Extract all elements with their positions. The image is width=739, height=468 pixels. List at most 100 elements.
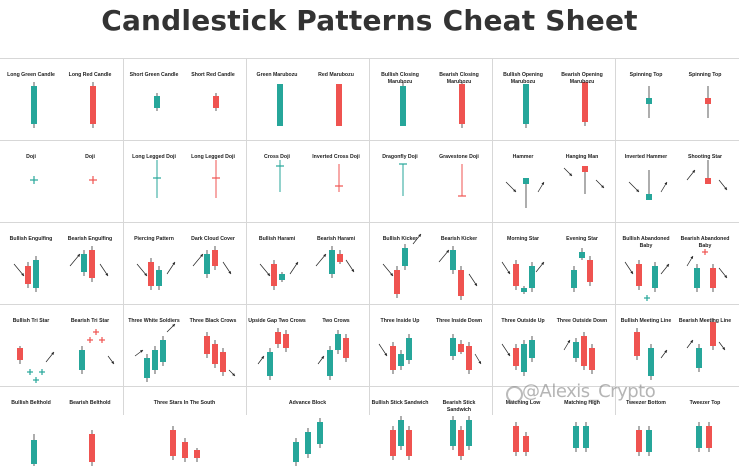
trend-arrow-icon <box>134 349 144 357</box>
bearish-doji <box>212 160 220 198</box>
bearish-candle <box>271 260 277 290</box>
bearish-candle <box>170 426 176 460</box>
pattern-illustration <box>153 160 220 198</box>
pattern-label: Red Marubozu <box>318 72 354 78</box>
bearish-candle <box>466 342 472 374</box>
pattern-label: Bullish Belthold <box>11 400 51 406</box>
bullish-candle <box>529 262 535 292</box>
trend-arrow-icon <box>474 353 482 365</box>
pattern-illustration <box>399 163 466 197</box>
bullish-candle <box>398 416 404 450</box>
bullish-doji <box>644 295 650 301</box>
pattern-illustration <box>31 82 96 128</box>
bearish-candle <box>513 260 519 290</box>
bearish-candle <box>513 344 519 370</box>
pattern-illustration <box>13 246 109 292</box>
bullish-candle <box>329 246 335 278</box>
bearish-candle <box>336 84 342 126</box>
pattern-cell: Three Outside Up Three Outside Down <box>492 304 615 386</box>
bullish-doji <box>399 163 407 196</box>
trend-arrow-icon <box>192 253 204 267</box>
bearish-candle <box>582 82 588 126</box>
bullish-candle <box>521 286 527 294</box>
bearish-doji <box>87 337 93 343</box>
grid-divider <box>369 58 370 415</box>
pattern-cell: Bullish Tri Star Bearish Tri Star <box>0 304 123 386</box>
pattern-cell: Piercing Pattern Dark Cloud Cover <box>123 222 246 304</box>
bullish-candle <box>406 334 412 364</box>
pattern-label: Dark Cloud Cover <box>191 236 235 242</box>
pattern-cell: Advance Block <box>246 386 369 468</box>
bullish-doji <box>33 377 39 383</box>
bullish-doji <box>30 176 38 184</box>
trend-arrow-icon <box>563 167 573 177</box>
bullish-candle <box>335 330 341 354</box>
pattern-label: Short Green Candle <box>129 72 179 78</box>
trend-arrow-icon <box>660 263 670 275</box>
bearish-candle <box>458 426 464 460</box>
bullish-candle <box>31 82 37 128</box>
pattern-illustration <box>257 328 349 380</box>
grid-divider <box>123 58 124 415</box>
trend-arrow-icon <box>628 181 640 193</box>
pattern-label: Cross Doji <box>264 154 290 160</box>
bearish-doji <box>702 249 708 255</box>
pattern-cell: Spinning Top Spinning Top <box>615 58 738 140</box>
bullish-candle <box>521 340 527 376</box>
pattern-label: Bullish Kicker <box>382 236 418 242</box>
bullish-candle <box>583 422 589 452</box>
grid-divider <box>0 58 739 59</box>
bullish-candle <box>277 84 283 126</box>
pattern-label: Tweezer Bottom <box>626 400 666 406</box>
bullish-candle <box>204 250 210 278</box>
bullish-candle <box>648 344 654 380</box>
bullish-candle <box>33 256 39 292</box>
bearish-doji <box>335 164 343 192</box>
pattern-label: Green Marubozu <box>256 72 298 78</box>
bullish-candle <box>450 334 456 360</box>
pattern-cell: Bullish Opening Marubozu Bearish Opening … <box>492 58 615 140</box>
bearish-candle <box>458 340 464 354</box>
bearish-candle <box>458 266 464 300</box>
bearish-candle <box>705 160 711 184</box>
trend-arrow-icon <box>718 341 726 351</box>
bullish-candle <box>400 82 406 126</box>
pattern-label: Inverted Cross Doji <box>312 154 360 160</box>
pattern-cell: Bullish Engulfing Bearish Engulfing <box>0 222 123 304</box>
bullish-candle <box>398 350 404 370</box>
pattern-label: Shooting Star <box>687 154 722 160</box>
pattern-cell: Bullish Meeting Line Bearish Meeting Line <box>615 304 738 386</box>
pattern-label: Bullish Closing Marubozu <box>381 72 419 85</box>
pattern-label: Long Legged Doji <box>132 154 176 160</box>
pattern-illustration <box>646 86 711 118</box>
pattern-label: Piercing Pattern <box>134 236 174 242</box>
bullish-candle <box>81 250 87 276</box>
bullish-candle <box>652 262 658 292</box>
pattern-label: Matching High <box>564 400 600 406</box>
trend-arrow-icon <box>222 261 232 275</box>
bullish-candle <box>156 266 162 290</box>
bearish-doji <box>89 176 97 184</box>
patterns-grid: Long Green Candle Long Red Candle Short Gr… <box>0 58 739 466</box>
pattern-illustration <box>382 233 478 300</box>
bullish-candle <box>279 272 285 282</box>
pattern-illustration <box>259 246 355 290</box>
bullish-candle <box>450 416 456 450</box>
bearish-candle <box>17 346 23 364</box>
trend-arrow-icon <box>382 263 394 277</box>
trend-arrow-icon <box>136 263 148 277</box>
bearish-doji <box>458 164 466 197</box>
pattern-illustration <box>523 82 588 128</box>
bullish-candle <box>523 84 529 128</box>
pattern-illustration <box>30 176 97 184</box>
bullish-candle <box>646 426 652 456</box>
watermark: @Alexis_Crypto <box>522 381 656 402</box>
pattern-label: Long Red Candle <box>68 72 112 78</box>
pattern-label: Short Red Candle <box>191 72 235 78</box>
pattern-label: Hanging Man <box>565 154 599 160</box>
bearish-candle <box>213 93 219 111</box>
bearish-candle <box>89 246 95 282</box>
pattern-label: Bearish Belthold <box>69 400 111 406</box>
pattern-label: Evening Star <box>566 236 598 242</box>
grid-divider <box>0 140 739 141</box>
